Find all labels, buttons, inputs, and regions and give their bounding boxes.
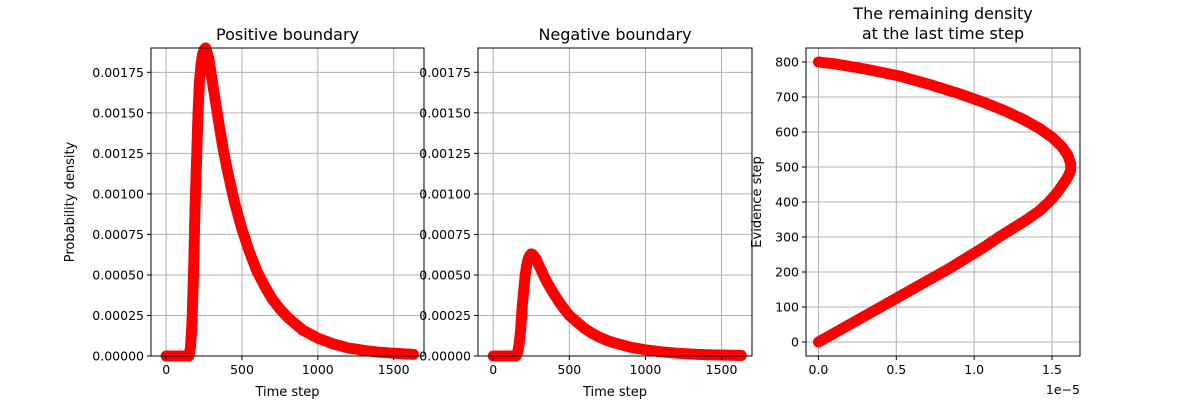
chart-title-line: The remaining density xyxy=(852,4,1032,23)
y-tick-label: 0.00025 xyxy=(92,308,144,323)
y-axis-label: Probability density xyxy=(63,141,78,262)
x-tick-label: 0 xyxy=(162,362,170,377)
y-tick-label: 0.00075 xyxy=(419,227,471,242)
chart-title-line: at the last time step xyxy=(862,24,1024,43)
y-tick-label: 0.00050 xyxy=(419,267,471,282)
y-tick-label: 600 xyxy=(775,125,799,140)
y-tick-label: 0.00175 xyxy=(419,65,471,80)
x-axis-label: Time step xyxy=(254,385,319,400)
y-tick-label: 0.00025 xyxy=(419,308,471,323)
series-points xyxy=(812,56,1077,348)
data-point xyxy=(407,348,419,360)
y-tick-label: 200 xyxy=(775,265,799,280)
subplot-1: 0 500 1000 1500 0.00000 0.00025 0.00050 0.00075… xyxy=(63,25,425,400)
chart-title: Positive boundary xyxy=(216,25,359,44)
x-tick-label: 1000 xyxy=(630,362,662,377)
subplot-2: 0 500 1000 1500 0.00000 0.00025 0.00050 0.00075… xyxy=(419,25,753,400)
y-tick-label: 0.00050 xyxy=(92,267,144,282)
y-tick-label: 0.00100 xyxy=(92,186,144,201)
x-axis-label: Time step xyxy=(582,385,647,400)
x-tick-label: 1500 xyxy=(378,362,410,377)
x-tick-label: 1000 xyxy=(302,362,334,377)
subplot-3: 0.0 0.5 1.0 1.5 0 100 200 300 400 500 600 700 800 The… xyxy=(750,4,1081,397)
x-tick-label: 1.5 xyxy=(1042,362,1062,377)
x-tick-label: 500 xyxy=(557,362,581,377)
series-points xyxy=(160,42,419,362)
y-tick-label: 0.00150 xyxy=(92,105,144,120)
x-tick-label: 0 xyxy=(489,362,497,377)
x-tick-label: 1.0 xyxy=(964,362,984,377)
y-tick-label: 0.00125 xyxy=(92,146,144,161)
axes-frame xyxy=(150,47,425,357)
data-point xyxy=(812,56,824,68)
y-tick-label: 0.00100 xyxy=(419,186,471,201)
x-tick-label: 500 xyxy=(230,362,254,377)
axes-frame xyxy=(477,47,753,357)
x-offset-label: 1e−5 xyxy=(1046,382,1080,397)
y-tick-label: 0.00075 xyxy=(92,227,144,242)
y-tick-label: 700 xyxy=(775,90,799,105)
y-tick-label: 0.00175 xyxy=(92,65,144,80)
x-tick-label: 1500 xyxy=(706,362,738,377)
y-tick-label: 800 xyxy=(775,55,799,70)
y-tick-label: 0.00000 xyxy=(419,349,471,364)
y-tick-label: 0.00000 xyxy=(92,349,144,364)
x-tick-label: 0.5 xyxy=(886,362,906,377)
y-tick-label: 0 xyxy=(791,335,799,350)
x-tick-label: 0.0 xyxy=(809,362,829,377)
chart-title: Negative boundary xyxy=(538,25,691,44)
y-tick-label: 500 xyxy=(775,160,799,175)
y-axis-label: Evidence step xyxy=(750,156,765,247)
y-tick-label: 0.00125 xyxy=(419,146,471,161)
y-tick-label: 100 xyxy=(775,300,799,315)
series-points xyxy=(487,248,747,362)
y-tick-label: 300 xyxy=(775,230,799,245)
y-tick-label: 400 xyxy=(775,195,799,210)
y-tick-label: 0.00150 xyxy=(419,105,471,120)
